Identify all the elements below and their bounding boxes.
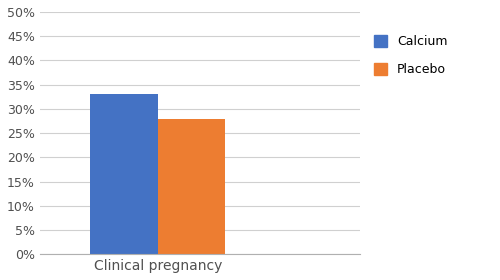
Bar: [90, 94, 158, 254]
Legend: Calcium, Placebo: Calcium, Placebo: [370, 30, 452, 81]
Bar: [158, 118, 225, 254]
